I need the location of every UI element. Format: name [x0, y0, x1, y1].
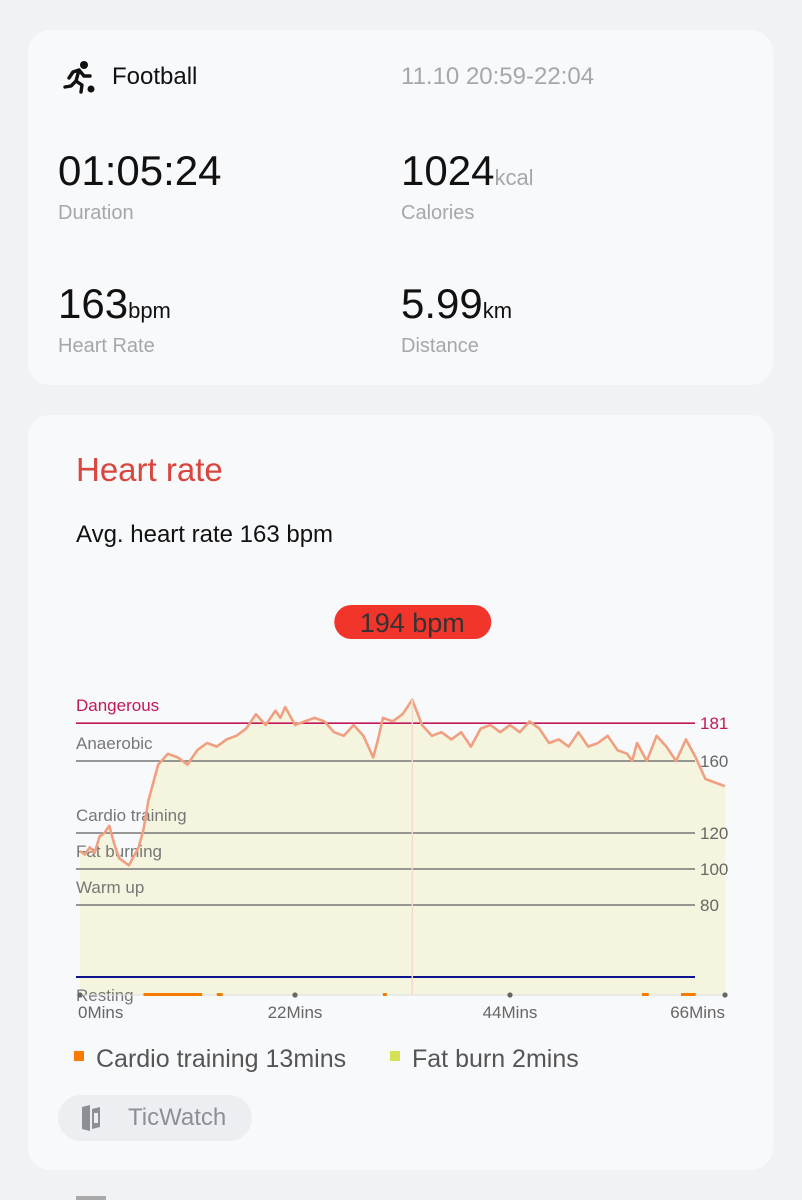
zone-tick-label: 100 [700, 860, 728, 879]
running-person-icon [63, 61, 95, 94]
workout-summary-card: Football 11.10 20:59-22:04 01:05:24 Dura… [28, 30, 773, 385]
calories-label: Calories [401, 202, 475, 224]
heart-rate-unit: bpm [128, 298, 171, 323]
x-tick-label: 66Mins [670, 1003, 725, 1022]
zone-tick-label: 181 [700, 714, 728, 733]
x-tick-dot [507, 992, 513, 998]
duration-label: Duration [58, 202, 134, 224]
legend-cardio: Cardio training 13mins [74, 1045, 346, 1074]
x-tick-dot [77, 992, 83, 998]
next-card-peek [76, 1196, 106, 1200]
legend-cardio-label: Cardio training 13mins [96, 1045, 347, 1073]
heart-rate-chart[interactable]: Dangerous 181 Anaerobic 160 Cardio training 1… [28, 415, 773, 1035]
x-tick-dot [292, 992, 298, 998]
cardio-swatch [74, 1050, 84, 1061]
cardio-zone-mark [681, 993, 696, 996]
sport-name: Football [112, 63, 198, 90]
legend-fat-burn-label: Fat burn 2mins [412, 1045, 579, 1073]
duration-value: 01:05:24 [58, 147, 222, 194]
sport-header: Football [62, 60, 197, 94]
legend-fat-burn: Fat burn 2mins [390, 1045, 579, 1074]
session-time-range: 11.10 20:59-22:04 [401, 63, 595, 90]
zone-label: Warm up [76, 878, 144, 897]
distance-label: Distance [401, 335, 479, 357]
zone-tick-label: 80 [700, 896, 719, 915]
device-chip[interactable]: TicWatch [58, 1095, 252, 1141]
zone-tick-label: 160 [700, 752, 728, 771]
heart-rate-line [79, 698, 726, 867]
cardio-zone-mark [641, 993, 649, 996]
calories-unit: kcal [494, 165, 534, 190]
zone-label: Anaerobic [76, 734, 153, 753]
heart-rate-stat: 163bpm Heart Rate [58, 283, 171, 358]
fat-burn-swatch [390, 1050, 400, 1061]
x-tick-label: 22Mins [268, 1003, 323, 1022]
zone-label: Cardio training [76, 806, 187, 825]
distance-stat: 5.99km Distance [401, 283, 512, 358]
cardio-zone-mark [216, 993, 223, 996]
cardio-zone-mark [382, 993, 387, 996]
distance-unit: km [482, 298, 513, 323]
zone-label: Dangerous [76, 696, 159, 715]
calories-value: 1024 [401, 147, 495, 194]
fat-burn-area [80, 699, 725, 995]
calories-stat: 1024kcal Calories [401, 150, 534, 225]
heart-rate-value: 163 [58, 280, 129, 327]
heart-rate-label: Heart Rate [58, 335, 155, 357]
zone-tick-label: 120 [700, 824, 728, 843]
device-name: TicWatch [128, 1104, 227, 1131]
x-tick-dot [722, 992, 728, 998]
x-tick-label: 0Mins [78, 1003, 123, 1022]
watch-device-icon [82, 1105, 100, 1131]
x-tick-label: 44Mins [483, 1003, 538, 1022]
duration-stat: 01:05:24 Duration [58, 150, 222, 225]
average-heart-rate: Avg. heart rate 163 bpm [76, 521, 334, 548]
heart-rate-card: Heart rate Avg. heart rate 163 bpm Dange… [28, 415, 773, 1170]
peak-label: 194 bpm [360, 608, 465, 638]
distance-value: 5.99 [401, 280, 483, 327]
cardio-zone-mark [143, 993, 203, 996]
peak-bubble [334, 605, 492, 639]
heart-rate-title: Heart rate [76, 451, 223, 488]
